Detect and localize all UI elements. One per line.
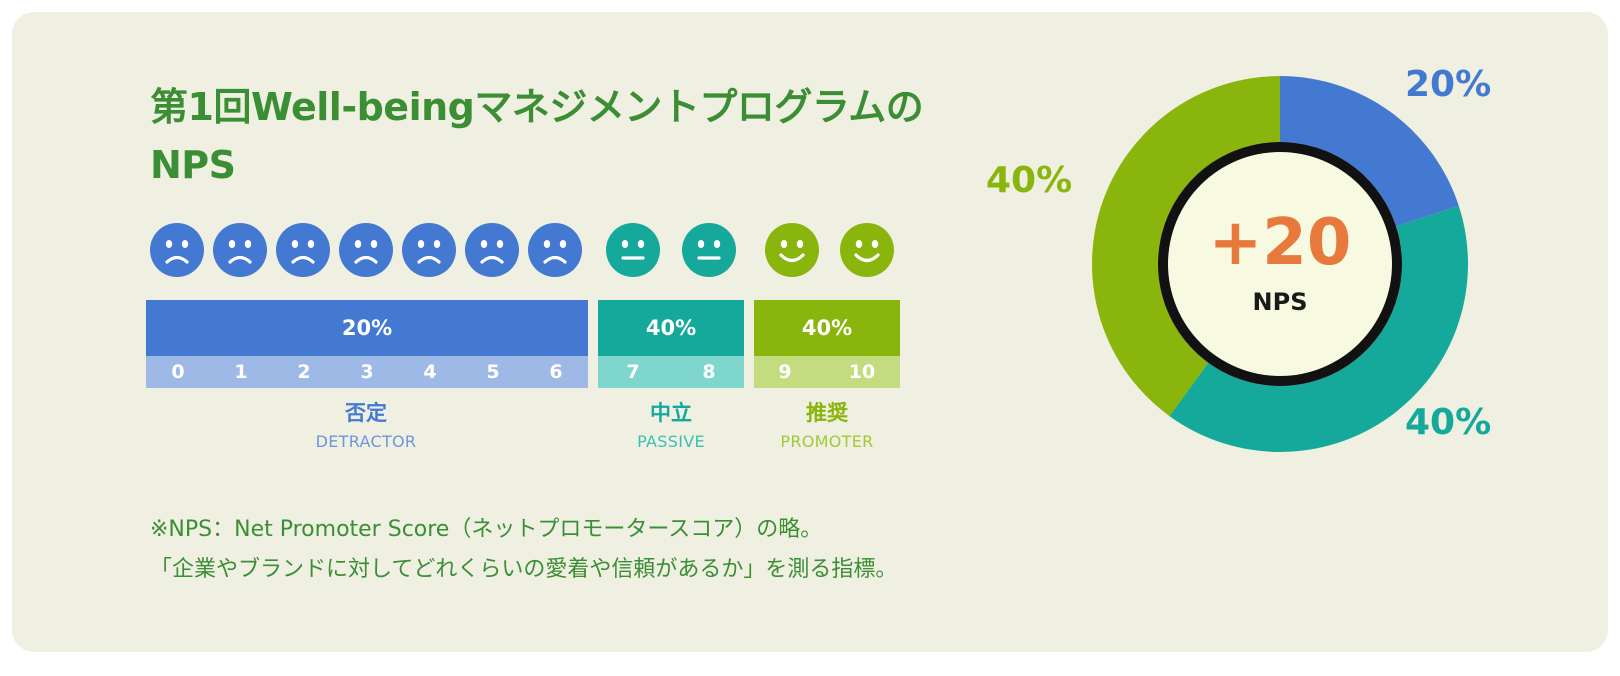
score-4: 4 xyxy=(423,361,437,383)
score-8: 8 xyxy=(702,361,716,383)
passive-score-strip xyxy=(598,356,744,388)
donut-label-detractor: 20% xyxy=(1405,64,1492,105)
passive-label-en: PASSIVE xyxy=(637,432,705,451)
sad-face-icon xyxy=(402,223,456,277)
score-2: 2 xyxy=(297,361,311,383)
detractor-percent: 20% xyxy=(341,316,393,340)
score-10: 10 xyxy=(848,361,876,383)
donut-label-passive: 40% xyxy=(1405,402,1492,443)
nps-center-value: +20 xyxy=(1208,206,1352,280)
score-9: 9 xyxy=(778,361,792,383)
donut-slice-promoter xyxy=(1092,76,1280,417)
sad-face-icon xyxy=(150,223,204,277)
promoter-score-strip xyxy=(754,356,900,388)
passive-label-jp: 中立 xyxy=(650,401,692,425)
happy-face-icon xyxy=(765,223,819,277)
promoter-label-jp: 推奨 xyxy=(806,401,848,425)
promoter-percent: 40% xyxy=(801,316,853,340)
nps-center-label: NPS xyxy=(1252,288,1308,316)
score-7: 7 xyxy=(626,361,640,383)
sad-face-icon xyxy=(465,223,519,277)
neutral-face-icon xyxy=(606,223,660,277)
passive-bar: 40% xyxy=(598,300,744,356)
promoter-label-en: PROMOTER xyxy=(780,432,874,451)
score-0: 0 xyxy=(171,361,185,383)
footnote-line-1: ※NPS：Net Promoter Score（ネットプロモータースコア）の略。 xyxy=(150,517,823,542)
footnote: ※NPS：Net Promoter Score（ネットプロモータースコア）の略。… xyxy=(150,510,897,590)
score-3: 3 xyxy=(360,361,374,383)
sad-face-icon xyxy=(339,223,393,277)
sad-face-icon xyxy=(276,223,330,277)
score-1: 1 xyxy=(234,361,248,383)
title-line-1: 第1回Well-beingマネジメントプログラムの xyxy=(150,85,924,129)
donut-center-fill xyxy=(1168,152,1392,376)
neutral-face-icon xyxy=(682,223,736,277)
detractor-bar: 20% xyxy=(146,300,588,356)
donut-label-promoter: 40% xyxy=(986,160,1073,201)
score-6: 6 xyxy=(549,361,563,383)
score-5: 5 xyxy=(486,361,500,383)
passive-percent: 40% xyxy=(645,316,697,340)
sad-face-icon xyxy=(213,223,267,277)
detractor-label-en: DETRACTOR xyxy=(315,432,417,451)
donut-slice-detractor xyxy=(1280,76,1459,227)
footnote-line-2: 「企業やブランドに対してどれくらいの愛着や信頼があるか」を測る指標。 xyxy=(150,557,898,582)
title-line-2: NPS xyxy=(150,143,236,187)
sad-face-icon xyxy=(528,223,582,277)
detractor-score-strip xyxy=(146,356,588,388)
happy-face-icon xyxy=(840,223,894,277)
detractor-label-jp: 否定 xyxy=(345,401,387,425)
donut-slice-passive xyxy=(1169,205,1468,452)
page-title: 第1回Well-beingマネジメントプログラムの NPS xyxy=(150,78,924,194)
promoter-bar: 40% xyxy=(754,300,900,356)
nps-donut-chart xyxy=(1092,76,1468,452)
